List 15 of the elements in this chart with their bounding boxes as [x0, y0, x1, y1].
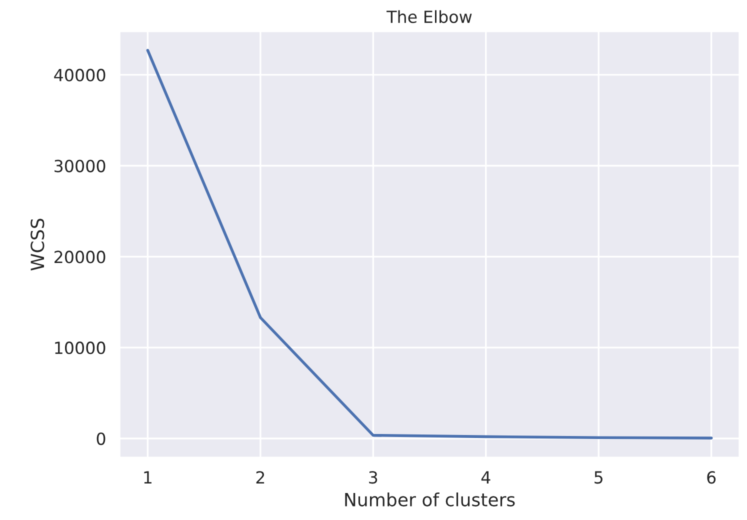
y-tick-label: 10000: [55, 342, 106, 354]
chart-title: The Elbow: [386, 10, 472, 24]
x-tick-label: 1: [144, 471, 152, 484]
line-series: [146, 48, 713, 440]
y-axis-title: WCSS: [30, 218, 44, 270]
y-tick-label: 20000: [54, 250, 106, 264]
y-tick-label: 30000: [54, 160, 106, 172]
x-tick-label: 2: [256, 471, 264, 484]
y-tick-label: 40000: [54, 68, 106, 82]
x-tick-label: 4: [481, 471, 490, 484]
x-tick-label: 3: [369, 471, 378, 484]
x-axis-title: Number of clusters: [345, 492, 515, 506]
x-tick-label: 5: [594, 471, 602, 484]
x-tick-label: 6: [707, 471, 716, 484]
y-tick-label: 0: [96, 432, 106, 446]
